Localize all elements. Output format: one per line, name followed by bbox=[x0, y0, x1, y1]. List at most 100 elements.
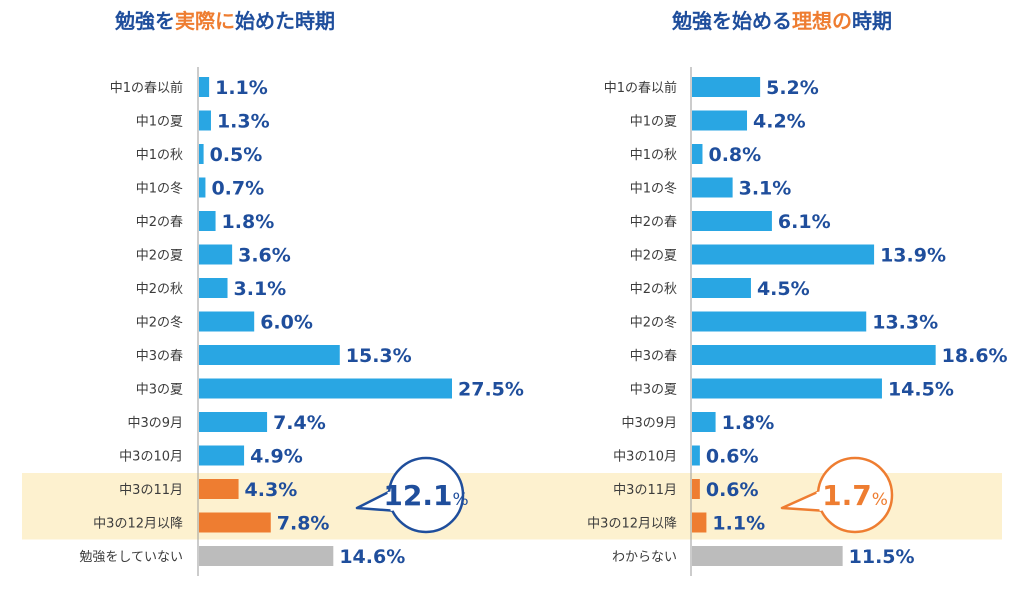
bar bbox=[692, 479, 700, 499]
title-right-part-2: 理想の bbox=[792, 9, 852, 33]
bar bbox=[692, 278, 751, 298]
value-label: 3.1% bbox=[234, 278, 287, 300]
value-label: 0.8% bbox=[708, 144, 761, 166]
callout-value: 1.7% bbox=[822, 479, 888, 512]
category-label: 中2の冬 bbox=[630, 315, 677, 331]
bar bbox=[199, 211, 216, 231]
category-label: 中3の9月 bbox=[621, 416, 677, 431]
value-label: 0.5% bbox=[210, 144, 263, 166]
chart-title-right: 勉強を始める理想の時期 bbox=[671, 9, 892, 33]
category-label: 中1の春以前 bbox=[604, 80, 677, 96]
value-label: 11.5% bbox=[849, 546, 915, 568]
bar bbox=[199, 110, 211, 131]
bar bbox=[199, 311, 255, 332]
bar bbox=[199, 244, 233, 265]
value-label: 14.5% bbox=[888, 379, 954, 401]
bar bbox=[199, 77, 210, 97]
chart-actual-start: 中1の春以前 1.1% 中1の夏 1.3% 中1の秋 0.5% 中1の冬 0.7% 中2の春 1.… bbox=[79, 67, 524, 576]
chart-ideal-start: 中1の春以前 5.2% 中1の夏 4.2% 中1の秋 0.8% 中1の冬 3.1% 中2の春 6.… bbox=[587, 67, 1008, 576]
callout-number: 1.7 bbox=[822, 479, 872, 512]
bar bbox=[199, 378, 452, 399]
callout-tail bbox=[780, 490, 822, 512]
value-label: 3.1% bbox=[739, 178, 792, 200]
chart-title-left: 勉強を実際に始めた時期 bbox=[114, 9, 335, 33]
category-label: 中3の10月 bbox=[613, 450, 677, 465]
bar bbox=[199, 546, 334, 566]
bar bbox=[692, 345, 936, 365]
callout-unit: % bbox=[452, 490, 468, 510]
bar bbox=[199, 445, 245, 466]
value-label: 7.8% bbox=[277, 513, 330, 535]
value-label: 4.2% bbox=[753, 111, 806, 133]
category-label: 中1の夏 bbox=[136, 115, 183, 130]
value-label: 5.2% bbox=[766, 77, 819, 99]
bar bbox=[692, 144, 703, 164]
category-label: 中3の12月以降 bbox=[93, 517, 183, 532]
bar bbox=[692, 445, 700, 466]
category-label: 中3の12月以降 bbox=[587, 517, 677, 532]
title-left-part-2: 実際に bbox=[175, 9, 235, 33]
category-label: 中1の春以前 bbox=[110, 80, 183, 96]
bar bbox=[199, 345, 340, 365]
title-left-part-3: 始めた時期 bbox=[235, 9, 335, 33]
category-label: 中2の冬 bbox=[136, 315, 183, 331]
category-label: 中3の春 bbox=[136, 349, 183, 364]
bar bbox=[199, 177, 206, 198]
category-label: 中2の春 bbox=[630, 215, 677, 230]
category-label: 中1の夏 bbox=[630, 115, 677, 130]
bar bbox=[692, 110, 748, 131]
bar bbox=[199, 144, 204, 164]
category-label: 中3の10月 bbox=[119, 450, 183, 465]
category-label: 中3の春 bbox=[630, 349, 677, 364]
callout-value: 12.1% bbox=[383, 479, 468, 512]
category-label: 中3の9月 bbox=[127, 416, 183, 431]
category-label: 中2の秋 bbox=[136, 282, 183, 297]
category-label: 中3の夏 bbox=[630, 383, 677, 398]
category-label: 中1の冬 bbox=[630, 181, 677, 197]
category-label: 中1の秋 bbox=[630, 148, 677, 163]
value-label: 14.6% bbox=[339, 546, 405, 568]
value-label: 4.3% bbox=[245, 479, 298, 501]
title-right-part-3: 時期 bbox=[852, 9, 892, 33]
value-label: 3.6% bbox=[238, 245, 291, 267]
callout-tail-mask bbox=[387, 491, 395, 511]
bar bbox=[199, 412, 268, 432]
callout-unit: % bbox=[872, 490, 888, 510]
value-label: 15.3% bbox=[346, 345, 412, 367]
value-label: 1.1% bbox=[215, 77, 268, 99]
bar bbox=[692, 378, 882, 399]
category-label: 中1の秋 bbox=[136, 148, 183, 163]
value-label: 0.6% bbox=[706, 446, 759, 468]
value-label: 13.3% bbox=[872, 312, 938, 334]
bar bbox=[199, 479, 239, 499]
title-left-part-1: 勉強を bbox=[114, 9, 175, 33]
value-label: 1.8% bbox=[222, 211, 275, 233]
value-label: 4.5% bbox=[757, 278, 810, 300]
title-right-part-1: 勉強を始める bbox=[671, 9, 792, 33]
category-label: 中3の11月 bbox=[119, 483, 183, 498]
category-label: 中2の春 bbox=[136, 215, 183, 230]
category-label: 中2の夏 bbox=[136, 249, 183, 264]
bar bbox=[199, 278, 228, 298]
bar bbox=[692, 546, 843, 566]
bar bbox=[692, 211, 772, 231]
value-label: 6.1% bbox=[778, 211, 831, 233]
value-label: 1.1% bbox=[712, 513, 765, 535]
value-label: 0.7% bbox=[211, 178, 264, 200]
value-label: 1.3% bbox=[217, 111, 270, 133]
value-label: 0.6% bbox=[706, 479, 759, 501]
bar bbox=[199, 512, 271, 533]
value-label: 27.5% bbox=[458, 379, 524, 401]
value-label: 7.4% bbox=[273, 412, 326, 434]
category-label: 中1の冬 bbox=[136, 181, 183, 197]
category-label: 中2の夏 bbox=[630, 249, 677, 264]
value-label: 4.9% bbox=[250, 446, 303, 468]
bar bbox=[692, 512, 707, 533]
category-label: 中3の夏 bbox=[136, 383, 183, 398]
bar bbox=[692, 311, 867, 332]
callout-tail-mask bbox=[816, 491, 824, 511]
value-label: 18.6% bbox=[942, 345, 1008, 367]
callout-tail bbox=[355, 490, 393, 512]
value-label: 1.8% bbox=[722, 412, 775, 434]
